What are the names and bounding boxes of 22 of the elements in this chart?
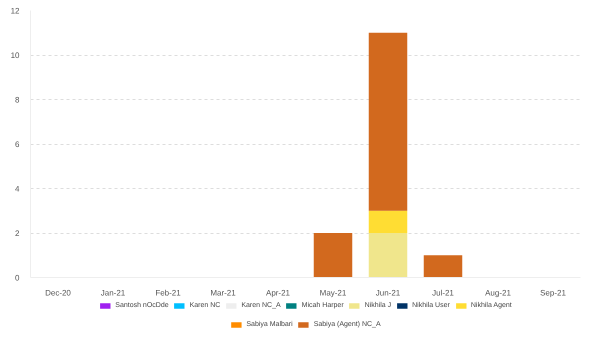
- x-tick-label: Apr-21: [266, 288, 291, 298]
- bar: [314, 233, 352, 278]
- x-tick-label: Aug-21: [485, 288, 512, 298]
- y-tick-label: 0: [15, 274, 20, 282]
- x-tick-label: Jul-21: [432, 288, 454, 298]
- x-tick-label: Jun-21: [376, 288, 401, 298]
- bar: [368, 233, 408, 278]
- y-tick-label: 10: [10, 51, 20, 60]
- y-tick-label: 8: [15, 96, 20, 104]
- bar: [424, 255, 462, 278]
- y-tick-label: 6: [15, 140, 20, 149]
- x-tick-label: Feb-21: [155, 288, 182, 298]
- bar: [368, 210, 408, 233]
- x-tick-label: Mar-21: [210, 288, 236, 298]
- y-tick-label: 2: [15, 229, 20, 238]
- y-tick-label: 12: [10, 6, 20, 16]
- bar: [368, 32, 408, 211]
- x-tick-label: May-21: [320, 288, 347, 298]
- x-tick-label: Sep-21: [540, 288, 566, 298]
- x-tick-label: Jan-21: [100, 288, 126, 298]
- x-tick-label: Dec-20: [45, 288, 72, 298]
- y-tick-label: 4: [15, 184, 20, 194]
